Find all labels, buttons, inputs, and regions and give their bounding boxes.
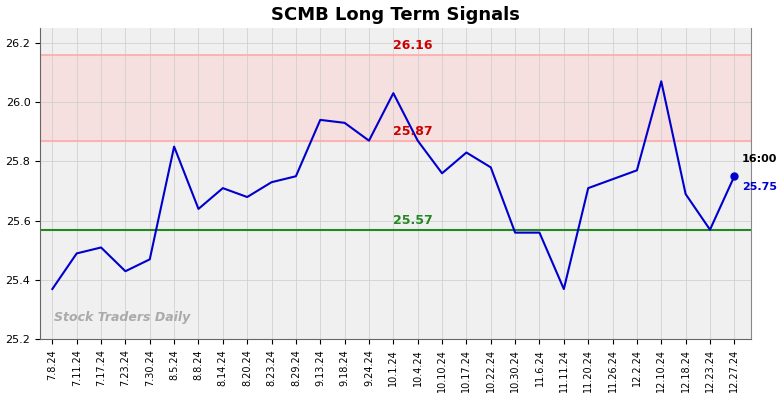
Text: 16:00: 16:00 (742, 154, 777, 164)
Bar (40, 55, 751, 140)
Title: SCMB Long Term Signals: SCMB Long Term Signals (271, 6, 521, 23)
Text: 25.57: 25.57 (394, 214, 433, 227)
Text: Stock Traders Daily: Stock Traders Daily (54, 311, 191, 324)
Text: 25.87: 25.87 (394, 125, 433, 138)
Text: 25.75: 25.75 (742, 182, 777, 192)
Text: 26.16: 26.16 (394, 39, 433, 52)
